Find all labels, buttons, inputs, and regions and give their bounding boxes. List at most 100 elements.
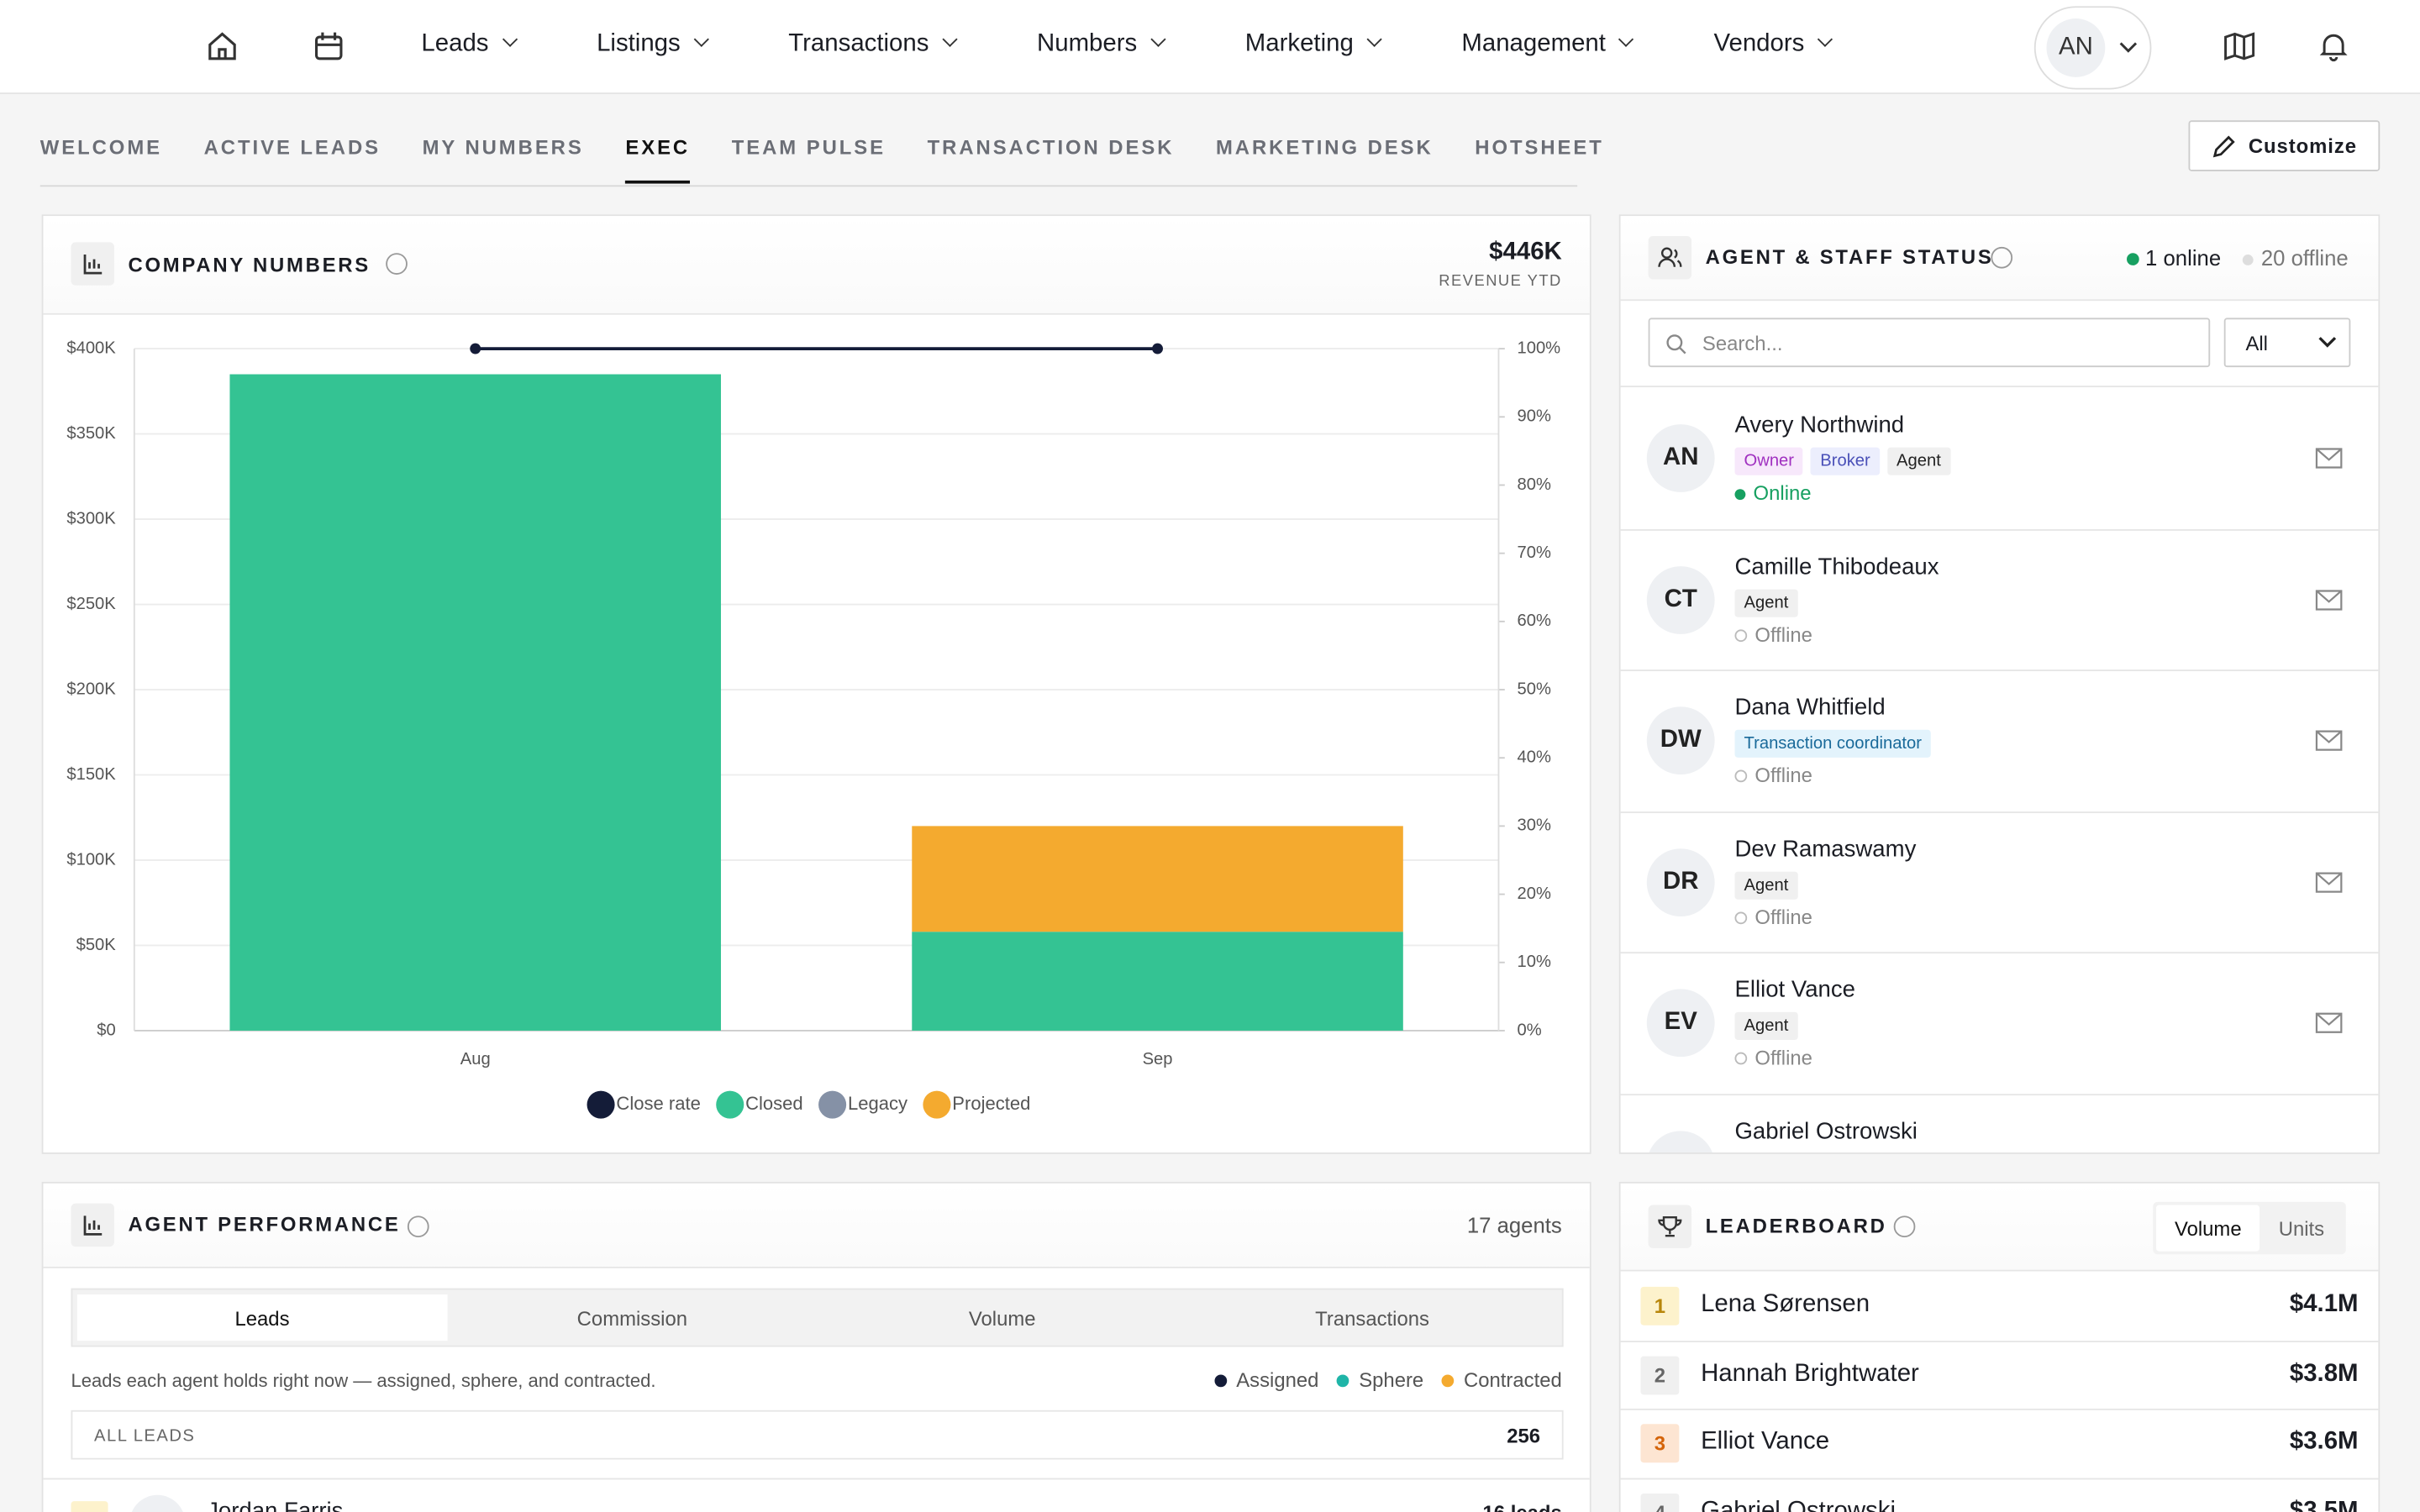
legend-swatch (716, 1090, 744, 1119)
mail-icon[interactable] (2315, 871, 2343, 893)
dashboard-tab[interactable]: MARKETING DESK (1215, 135, 1434, 160)
panel-title: AGENT PERFORMANCE (128, 1212, 401, 1236)
nav-item[interactable]: Management (1461, 31, 1632, 59)
top-nav: Leads Listings Transactions Numbers Marketin… (0, 0, 2420, 95)
avatar-initials: DW (1660, 727, 1702, 753)
role-badge: Agent (1734, 870, 1798, 899)
legend-label: Assigned (1236, 1368, 1319, 1392)
trophy-icon (1648, 1205, 1692, 1248)
legend-label[interactable]: Projected (952, 1093, 1030, 1114)
x-tick-label: Sep (1143, 1050, 1173, 1068)
agent-name: Dana Whitfield (1734, 694, 1886, 721)
divider (1620, 1340, 2379, 1342)
y2-tick-label: 30% (1518, 816, 1551, 835)
avatar-initials: EV (1664, 1009, 1697, 1036)
y-tick-label: $250K (66, 595, 116, 613)
avatar: AN (2046, 18, 2106, 77)
metric-tab[interactable]: Volume (968, 1305, 1036, 1330)
legend-label: Sphere (1359, 1368, 1424, 1392)
nav-item[interactable]: Transactions (788, 31, 955, 59)
role-badge: Agent (1734, 588, 1798, 617)
legend-swatch (923, 1090, 951, 1119)
online-count: 1 online (2127, 245, 2221, 270)
y2-tick-label: 60% (1518, 612, 1551, 630)
dashboard-tab[interactable]: EXEC (625, 136, 691, 184)
role-badge: Transaction coordinator (1734, 729, 1932, 758)
nav-item[interactable]: Listings (597, 31, 707, 59)
rank-badge: 1 (1640, 1286, 1680, 1326)
dashboard-tab[interactable]: TEAM PULSE (731, 135, 886, 160)
mail-icon[interactable] (2315, 448, 2343, 470)
all-leads-total: 256 (1507, 1424, 1541, 1447)
dashboard-tab[interactable]: WELCOME (39, 135, 163, 160)
toggle-option[interactable]: Units (2278, 1216, 2325, 1240)
mail-icon[interactable] (2315, 730, 2343, 752)
dashboard-tab[interactable]: TRANSACTION DESK (927, 135, 1175, 160)
company-chart: $0 $50K $100K $150K $200K $250K $300K $350K $400… (66, 339, 1560, 1119)
filter-select[interactable]: All (2223, 318, 2351, 368)
info-icon[interactable] (1991, 246, 2013, 269)
avatar: EV (1646, 989, 1715, 1058)
legend-label[interactable]: Close rate (616, 1093, 700, 1114)
dashboard-tabs: WELCOME ACTIVE LEADS MY NUMBERS EXEC TEAM PU… (40, 136, 1604, 184)
panel-title: AGENT & STAFF STATUS (1705, 245, 1994, 269)
leader-value: $3.6M (2289, 1429, 2359, 1456)
nav-item[interactable]: Leads (421, 31, 514, 59)
avatar: DW (1646, 706, 1715, 775)
agent-name: Jordan Farris (207, 1498, 344, 1512)
panel-title: LEADERBOARD (1705, 1214, 1887, 1238)
bell-icon[interactable] (2318, 31, 2349, 62)
rank-badge: 2 (1640, 1355, 1680, 1394)
description: Leads each agent holds right now — assig… (71, 1370, 656, 1392)
home-icon[interactable] (205, 29, 239, 63)
map-icon[interactable] (2223, 31, 2256, 62)
metric-tab[interactable]: Commission (576, 1305, 688, 1330)
role-badge: Agent (1886, 447, 1950, 475)
dashboard-tab[interactable]: ACTIVE LEADS (203, 135, 381, 160)
revenue-total: $446K (1489, 239, 1562, 265)
chart-icon (71, 242, 114, 286)
rank-badge: 4 (1640, 1494, 1680, 1512)
nav-item[interactable]: Marketing (1245, 31, 1380, 59)
divider (1620, 528, 2379, 530)
mail-icon[interactable] (2315, 589, 2343, 611)
dashboard-tab[interactable]: HOTSHEET (1475, 135, 1604, 160)
role-badges: Owner Broker Agent (1734, 446, 1958, 475)
account-menu[interactable]: AN (2033, 6, 2152, 90)
status-dot (1734, 1052, 1748, 1065)
agent-status: Offline (1734, 1046, 1812, 1069)
metric-tab[interactable]: Transactions (1315, 1305, 1429, 1330)
info-icon[interactable] (407, 1215, 429, 1238)
bar (229, 374, 721, 1031)
avatar: AN (1646, 424, 1715, 492)
tabs-rule (39, 185, 1578, 187)
agent-status: Offline (1734, 622, 1812, 646)
legend-label[interactable]: Closed (745, 1093, 803, 1114)
avatar (129, 1494, 186, 1512)
y-tick-label: $0 (97, 1021, 115, 1039)
nav-item[interactable]: Numbers (1037, 31, 1163, 59)
dashboard-tab[interactable]: MY NUMBERS (422, 135, 584, 160)
info-icon[interactable] (386, 253, 408, 275)
metric-tab[interactable]: Leads (76, 1294, 448, 1341)
info-icon[interactable] (1893, 1215, 1916, 1238)
chart-icon (71, 1203, 114, 1247)
leader-value: $4.1M (2289, 1291, 2359, 1318)
mail-icon[interactable] (2315, 1012, 2343, 1034)
calendar-icon[interactable] (312, 29, 345, 63)
toggle-option[interactable]: Volume (2155, 1205, 2260, 1252)
legend-swatch (1442, 1374, 1455, 1388)
divider (1620, 1093, 2379, 1095)
panel-header: AGENT PERFORMANCE 17 agents (43, 1183, 1590, 1268)
customize-button[interactable]: Customize (2188, 120, 2381, 171)
legend-swatch (1337, 1374, 1350, 1388)
search-box[interactable]: Search... (1648, 318, 2211, 368)
legend: Assigned Sphere Contracted (1214, 1368, 1562, 1392)
legend-label[interactable]: Legacy (848, 1093, 908, 1114)
bar (912, 826, 1403, 932)
agent-name: Dev Ramaswamy (1734, 835, 1917, 862)
nav-item[interactable]: Vendors (1713, 31, 1830, 59)
all-leads-row: ALL LEADS 256 (71, 1410, 1564, 1460)
people-icon (1648, 236, 1692, 280)
divider (1620, 1478, 2379, 1480)
